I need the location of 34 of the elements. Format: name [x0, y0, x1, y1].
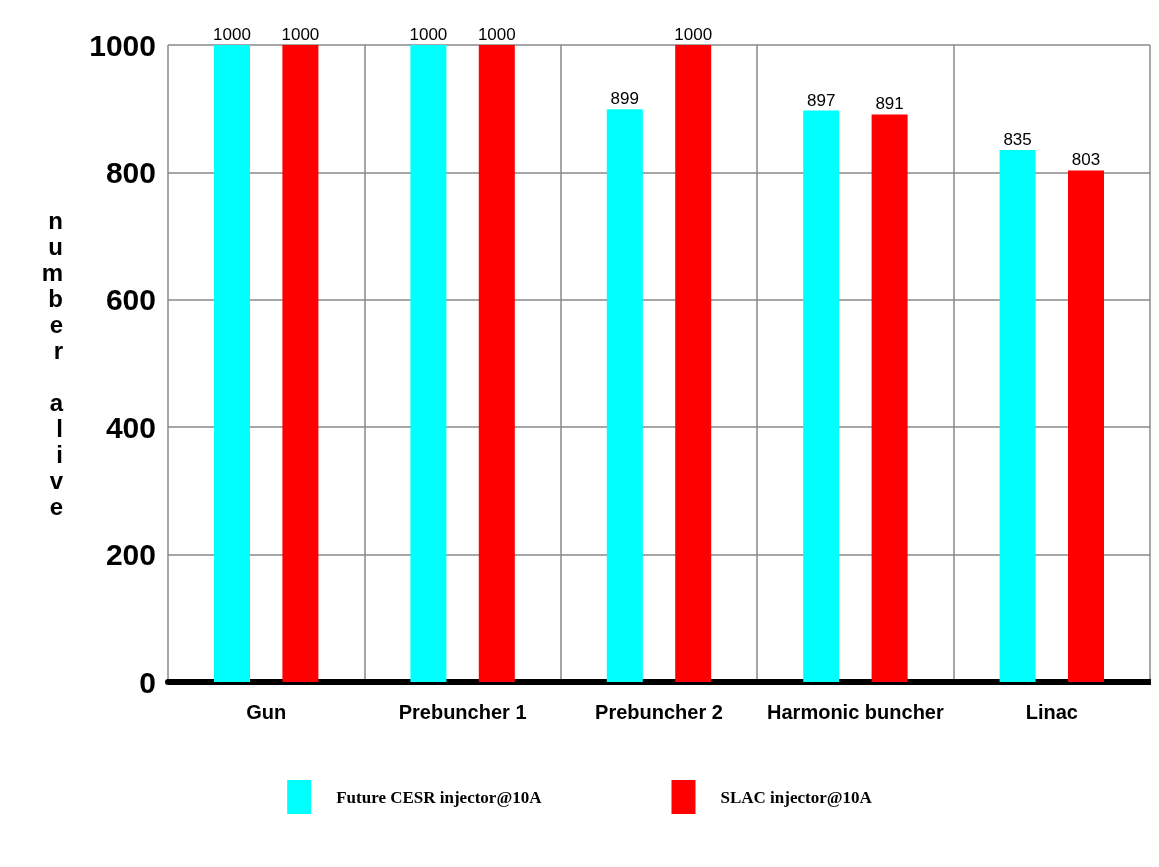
bar: [214, 45, 250, 682]
y-tick-label: 200: [105, 538, 156, 572]
bar: [871, 114, 908, 682]
legend-label: Future CESR injector@10A: [336, 787, 543, 807]
legend-label: SLAC injector@10A: [720, 787, 873, 807]
data-label: 1000: [477, 25, 516, 44]
data-label: 835: [1003, 130, 1032, 150]
data-label: 891: [875, 94, 904, 114]
y-tick-label: 1000: [89, 28, 156, 62]
x-tick-label: Harmonic buncher: [767, 701, 944, 723]
bar: [675, 45, 712, 682]
data-label: 1000: [281, 25, 320, 44]
data-label: 1000: [213, 25, 251, 44]
data-label: 899: [610, 89, 639, 109]
y-tick-label: 0: [139, 665, 156, 699]
bar: [606, 109, 643, 682]
data-label: 803: [1071, 150, 1101, 170]
bar: [803, 110, 840, 682]
bar: [478, 45, 515, 682]
bar: [999, 150, 1036, 682]
bar: [1068, 170, 1104, 682]
data-label: 1000: [409, 25, 448, 44]
y-tick-label: 800: [105, 155, 156, 189]
y-tick-label: 600: [105, 283, 156, 317]
data-label: 1000: [674, 25, 713, 44]
data-label: 897: [807, 90, 836, 110]
x-tick-label: Gun: [246, 701, 287, 723]
text: number alive: [41, 207, 63, 520]
x-tick-label: Prebuncher 2: [595, 701, 723, 723]
x-tick-label: Linac: [1025, 701, 1078, 723]
x-tick-label: Prebuncher 1: [398, 701, 527, 723]
bar: [282, 45, 319, 682]
bar: [410, 45, 447, 682]
y-tick-label: 400: [105, 410, 156, 444]
